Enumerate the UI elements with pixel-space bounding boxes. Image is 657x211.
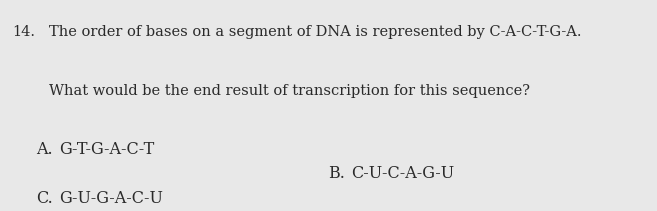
- Text: What would be the end result of transcription for this sequence?: What would be the end result of transcri…: [49, 84, 530, 98]
- Text: B.: B.: [328, 165, 346, 182]
- Text: 14.: 14.: [12, 25, 35, 39]
- Text: G-U-G-A-C-U: G-U-G-A-C-U: [59, 190, 163, 207]
- Text: C-U-C-A-G-U: C-U-C-A-G-U: [351, 165, 455, 182]
- Text: The order of bases on a segment of DNA is represented by C-A-C-T-G-A.: The order of bases on a segment of DNA i…: [49, 25, 582, 39]
- Text: C.: C.: [36, 190, 53, 207]
- Text: G-T-G-A-C-T: G-T-G-A-C-T: [59, 141, 154, 158]
- Text: A.: A.: [36, 141, 53, 158]
